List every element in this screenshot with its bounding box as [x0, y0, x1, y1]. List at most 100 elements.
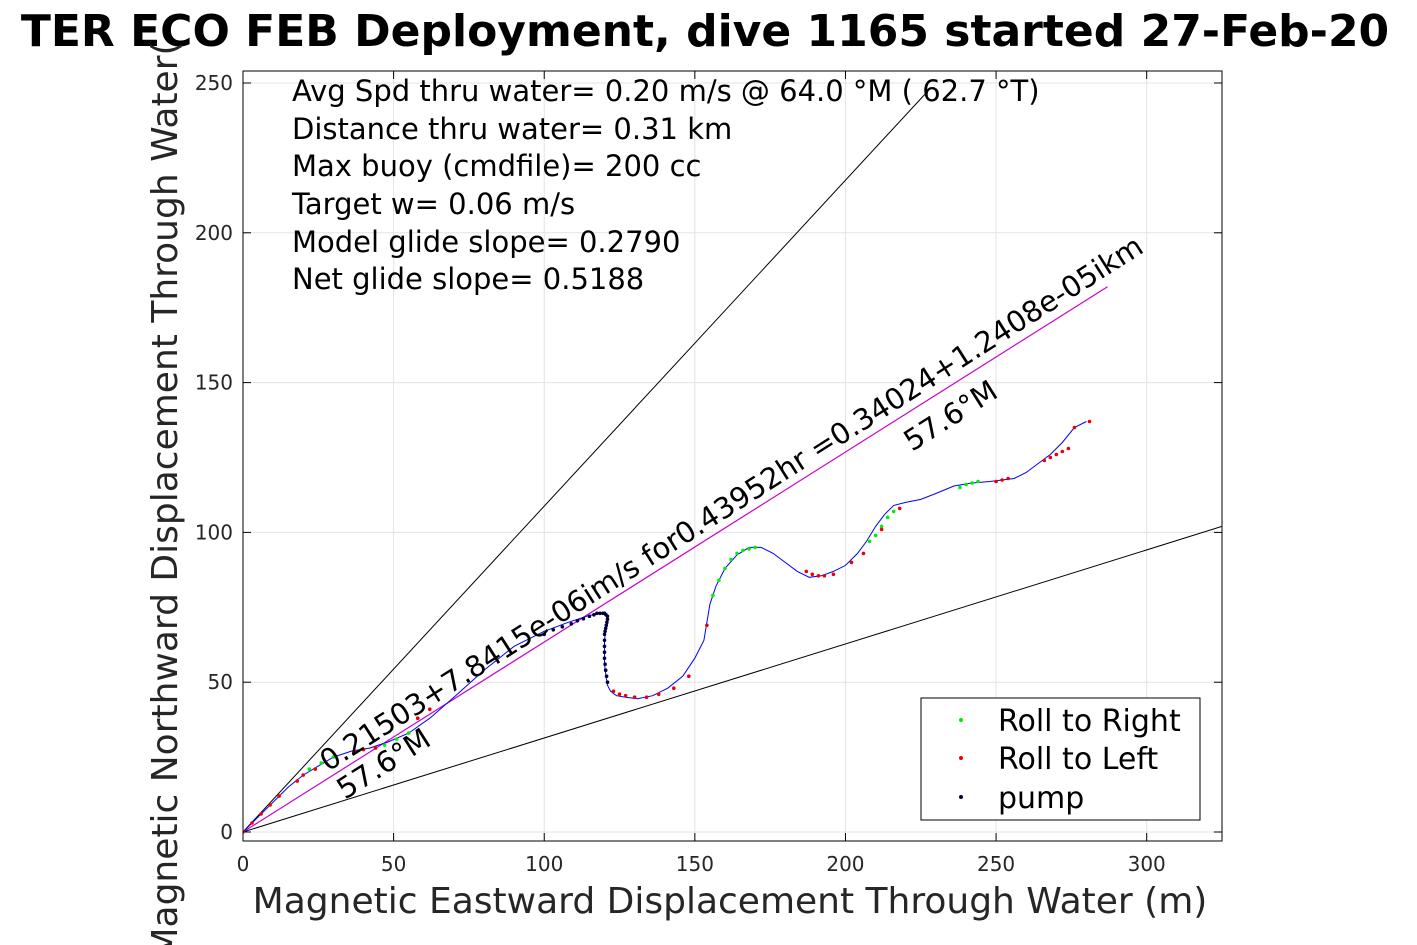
annotation-avg-speed: Avg Spd thru water= 0.20 m/s @ 64.0 °M (…	[292, 74, 1040, 108]
y-tick-label: 0	[220, 820, 233, 844]
point-pump	[551, 628, 556, 632]
point-roll-to-right	[891, 509, 896, 514]
point-roll-to-left	[301, 773, 306, 777]
point-pump	[581, 616, 586, 621]
point-roll-to-left	[897, 506, 902, 511]
point-pump	[595, 611, 599, 616]
point-roll-to-right	[958, 485, 962, 490]
legend: Roll to Right Roll to Left pump	[920, 697, 1201, 821]
point-roll-to-right	[879, 524, 884, 529]
point-roll-to-left	[1006, 476, 1010, 481]
reference-line-upper	[243, 88, 931, 833]
point-roll-to-right	[970, 481, 974, 485]
data-points	[243, 419, 1092, 834]
point-roll-to-right	[735, 551, 739, 556]
point-roll-to-right	[394, 737, 399, 741]
point-roll-to-left	[656, 692, 661, 696]
point-roll-to-right	[964, 482, 968, 487]
point-pump	[603, 668, 608, 672]
point-roll-to-left	[632, 695, 637, 699]
legend-label-pump: pump	[998, 781, 1084, 816]
annotation-net-glide: Net glide slope= 0.5188	[292, 262, 644, 296]
point-roll-to-left	[1072, 425, 1077, 430]
plot-frame	[242, 70, 1223, 842]
point-roll-to-right	[331, 755, 336, 759]
reference-line-current	[243, 286, 1108, 833]
point-pump	[603, 629, 607, 634]
point-roll-to-left	[617, 692, 622, 696]
point-roll-to-right	[711, 593, 715, 598]
point-roll-to-right	[976, 479, 980, 484]
legend-label-roll-left: Roll to Left	[998, 742, 1158, 777]
annotation-model-glide: Model glide slope= 0.2790	[292, 225, 680, 259]
point-roll-to-left	[994, 479, 998, 484]
y-tick-label: 50	[208, 670, 233, 694]
y-axis-ticks: 0 50 100 150 200 250	[195, 71, 1222, 844]
point-roll-to-left	[611, 689, 616, 693]
point-pump	[604, 623, 609, 628]
point-roll-to-right	[753, 545, 757, 550]
point-roll-to-right	[873, 533, 878, 538]
x-axis-label: Magnetic Eastward Displacement Through W…	[253, 881, 1208, 922]
track-line	[243, 421, 1087, 833]
point-roll-to-right	[717, 578, 721, 583]
point-pump	[598, 611, 602, 616]
reference-line-lower	[243, 525, 1222, 833]
point-roll-to-left	[1087, 419, 1092, 424]
point-pump	[602, 656, 607, 660]
point-roll-to-left	[268, 803, 272, 807]
point-pump	[602, 644, 607, 649]
point-roll-to-right	[747, 547, 751, 551]
point-pump	[605, 617, 610, 622]
point-pump	[605, 680, 610, 684]
point-pump	[603, 626, 608, 631]
point-pump	[569, 622, 574, 626]
annotation-target-w: Target w= 0.06 m/s	[291, 187, 575, 221]
x-tick-label: 100	[525, 852, 563, 876]
point-roll-to-left	[295, 779, 300, 783]
point-roll-to-left	[1000, 478, 1004, 482]
point-roll-to-left	[250, 821, 254, 825]
legend-marker-pump	[959, 795, 963, 799]
point-roll-to-left	[672, 686, 676, 690]
point-roll-to-left	[352, 749, 357, 753]
x-tick-label: 150	[676, 852, 714, 876]
point-roll-to-right	[723, 566, 727, 571]
y-tick-label: 150	[195, 371, 233, 395]
point-roll-to-right	[307, 767, 312, 771]
point-pump	[560, 625, 565, 629]
point-roll-to-left	[687, 674, 691, 678]
legend-label-roll-right: Roll to Right	[998, 704, 1181, 739]
point-pump	[605, 614, 610, 619]
x-tick-label: 250	[977, 852, 1015, 876]
point-roll-to-left	[1066, 446, 1071, 451]
point-roll-to-left	[1042, 458, 1047, 463]
point-roll-to-right	[319, 761, 324, 765]
point-roll-to-left	[644, 695, 649, 699]
point-roll-to-right	[885, 515, 890, 520]
point-roll-to-left	[313, 767, 318, 771]
chart-title: TER ECO FEB Deployment, dive 1165 starte…	[21, 6, 1389, 57]
point-roll-to-left	[816, 574, 821, 578]
point-pump	[603, 662, 607, 666]
stats-annotations: Avg Spd thru water= 0.20 m/s @ 64.0 °M (…	[291, 74, 1040, 296]
point-pump	[604, 674, 609, 678]
y-tick-label: 100	[195, 520, 233, 544]
point-roll-to-left	[810, 572, 815, 577]
point-pump	[602, 638, 607, 643]
y-tick-label: 200	[195, 221, 233, 245]
point-roll-to-left	[415, 716, 420, 720]
point-roll-to-left	[849, 560, 854, 565]
point-roll-to-left	[1060, 449, 1065, 454]
point-roll-to-left	[705, 623, 709, 628]
point-roll-to-right	[741, 548, 745, 553]
point-pump	[542, 632, 546, 637]
x-tick-label: 300	[1128, 852, 1166, 876]
point-roll-to-left	[259, 812, 263, 816]
reference-lines	[243, 88, 1222, 833]
point-roll-to-left	[879, 527, 884, 532]
grid	[242, 71, 1222, 841]
point-roll-to-right	[406, 731, 411, 735]
point-roll-to-left	[861, 551, 866, 556]
point-roll-to-left	[822, 574, 827, 578]
